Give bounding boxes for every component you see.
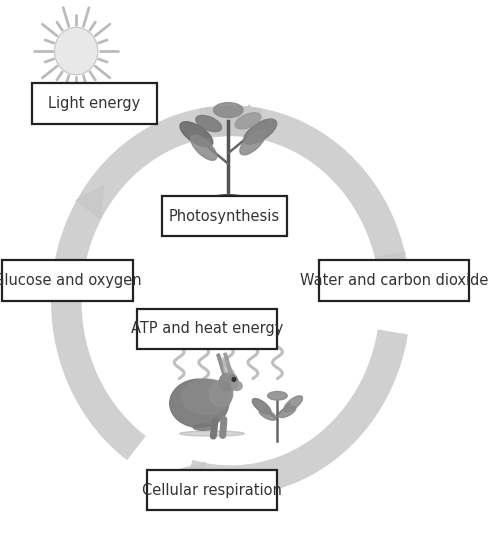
Polygon shape [175,462,205,494]
Ellipse shape [196,115,221,132]
Ellipse shape [259,409,276,420]
Ellipse shape [268,391,287,400]
Ellipse shape [278,406,296,418]
Ellipse shape [252,398,271,415]
Ellipse shape [206,194,250,208]
Ellipse shape [214,103,243,118]
FancyBboxPatch shape [319,260,469,301]
Circle shape [55,27,98,75]
Text: Water and carbon dioxide: Water and carbon dioxide [300,273,488,288]
Ellipse shape [211,205,246,214]
Ellipse shape [193,424,214,430]
Ellipse shape [180,122,213,147]
FancyBboxPatch shape [137,309,277,349]
Ellipse shape [209,381,233,407]
Ellipse shape [244,119,276,144]
Polygon shape [244,105,273,137]
FancyBboxPatch shape [2,260,133,301]
Polygon shape [376,252,405,284]
Polygon shape [217,354,226,374]
Polygon shape [222,358,227,373]
Polygon shape [224,353,232,374]
FancyBboxPatch shape [162,196,287,236]
Text: Light energy: Light energy [49,96,140,111]
Ellipse shape [240,130,266,155]
Ellipse shape [180,431,245,436]
Ellipse shape [170,379,229,427]
FancyBboxPatch shape [147,470,277,510]
Ellipse shape [235,113,261,129]
Circle shape [232,378,236,381]
Text: Cellular respiration: Cellular respiration [142,483,282,497]
Text: Glucose and oxygen: Glucose and oxygen [0,273,142,288]
FancyBboxPatch shape [32,83,157,124]
Ellipse shape [181,379,231,415]
Polygon shape [76,185,104,219]
Ellipse shape [191,135,217,160]
Ellipse shape [219,373,238,391]
Ellipse shape [232,381,242,390]
Text: Photosynthesis: Photosynthesis [169,209,280,223]
Ellipse shape [284,396,302,412]
Text: ATP and heat energy: ATP and heat energy [131,322,284,336]
